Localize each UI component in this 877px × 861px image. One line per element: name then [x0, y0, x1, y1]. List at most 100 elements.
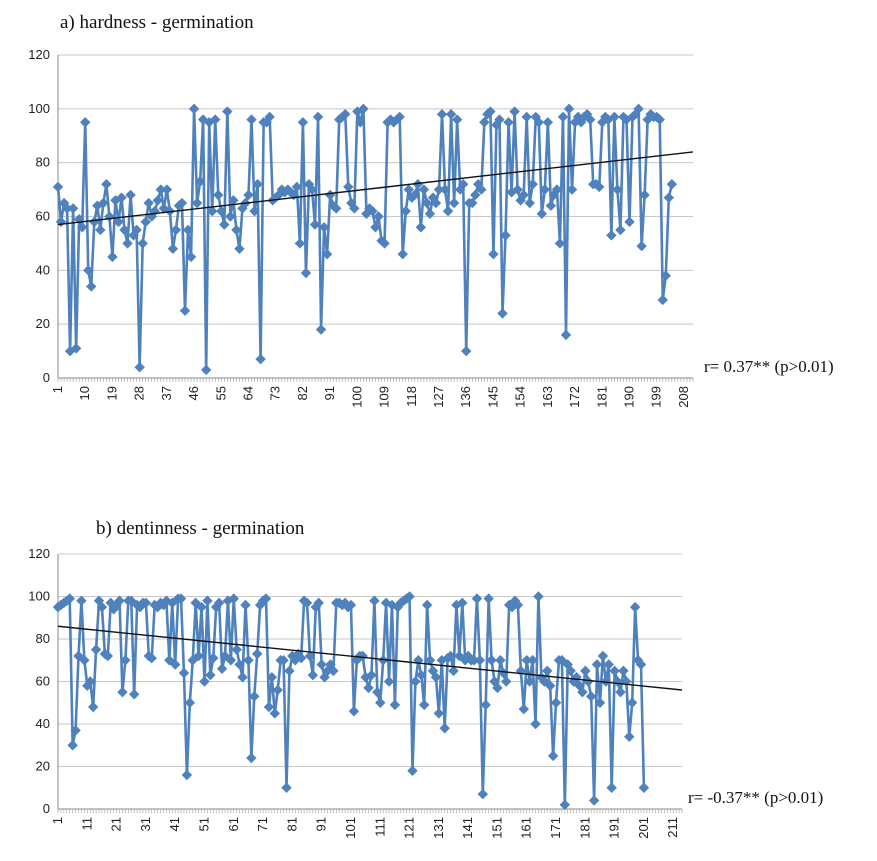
chart-a-data-point	[415, 222, 427, 233]
chart-b-data-point	[416, 669, 427, 681]
chart-b-data-point	[448, 665, 459, 677]
chart-a-data-point	[140, 216, 151, 228]
chart-a-x-tick-label: 55	[213, 386, 228, 400]
chart-b-data-point	[542, 665, 553, 677]
chart-a-data-point	[98, 197, 109, 209]
chart-a-data-point	[430, 197, 442, 209]
chart-b-data-point	[430, 672, 442, 683]
chart-a-data-point	[373, 211, 384, 222]
chart-b-data-point	[483, 593, 494, 604]
chart-a-data-point	[324, 189, 336, 201]
chart-b-data-point	[524, 676, 535, 687]
chart-b-data-point	[249, 691, 260, 702]
chart-b-data-point	[369, 595, 380, 606]
chart-a-x-tick-label: 136	[458, 386, 473, 408]
chart-b-data-point	[565, 665, 576, 677]
chart-a-data-point	[421, 197, 433, 209]
chart-a-data-point	[231, 224, 242, 236]
chart-b-data-point	[193, 650, 204, 662]
chart-a-data-point	[321, 248, 333, 260]
chart-b-x-tick-label: 131	[431, 817, 446, 839]
chart-a-data-point	[146, 211, 157, 222]
chart-a-data-point	[612, 184, 623, 195]
chart-b-data-point	[348, 706, 360, 717]
chart-b-data-point	[495, 655, 506, 666]
chart-b-data-point	[629, 601, 641, 613]
chart-b-data-point	[85, 676, 96, 687]
chart-b-x-tick-label: 51	[196, 817, 211, 831]
chart-a-data-point	[521, 111, 532, 123]
chart-a-data-point	[92, 200, 103, 211]
chart-a-data-point	[358, 103, 369, 115]
chart-b-data-point	[530, 718, 541, 730]
chart-b-data-point	[457, 597, 468, 609]
chart-a-data-point	[67, 203, 79, 214]
chart-b-x-tick-label: 81	[284, 817, 299, 831]
chart-a-data-point	[436, 109, 448, 120]
chart-a-data-point	[445, 109, 457, 120]
chart-b-data-point	[609, 665, 620, 677]
chart-b-dentinness-germination: b) dentinness - germination r= -0.37** (…	[28, 518, 823, 839]
chart-a-data-point	[264, 111, 275, 123]
chart-a-data-point	[385, 114, 396, 125]
chart-b-data-point	[252, 648, 263, 660]
chart-b-data-point	[389, 699, 401, 711]
chart-a-data-point	[101, 179, 112, 190]
chart-a-data-point	[167, 243, 179, 254]
chart-a-data-point	[633, 103, 644, 115]
chart-b-data-point	[313, 597, 324, 609]
chart-a-x-tick-label: 118	[404, 386, 419, 407]
chart-a-data-point	[651, 111, 662, 123]
chart-a-data-point	[125, 189, 136, 201]
chart-a-y-tick-label: 0	[43, 370, 50, 385]
chart-b-data-point	[377, 655, 389, 666]
chart-a-data-point	[134, 362, 145, 373]
chart-a-data-point	[95, 224, 106, 236]
chart-a-data-point	[228, 195, 239, 206]
chart-b-data-point	[533, 591, 544, 602]
chart-a-x-tick-label: 64	[241, 386, 256, 400]
chart-b-data-point	[580, 665, 591, 677]
chart-a-data-point	[397, 248, 408, 260]
chart-b-data-point	[64, 593, 75, 604]
chart-a-data-point	[594, 181, 605, 193]
chart-a-x-tick-label: 73	[268, 386, 283, 400]
chart-b-data-point	[196, 601, 207, 613]
chart-a-data-point	[439, 184, 451, 195]
chart-a-data-point	[545, 200, 557, 211]
chart-b-x-tick-label: 191	[607, 817, 622, 839]
chart-b-data-point	[471, 593, 483, 604]
chart-a-y-tick-label: 40	[36, 262, 50, 277]
chart-b-data-point	[407, 765, 418, 776]
chart-a-data-point	[467, 197, 478, 209]
chart-a-data-point	[222, 106, 233, 117]
chart-a-correlation-label: r= 0.37** (p>0.01)	[704, 357, 834, 376]
chart-a-data-point	[243, 189, 254, 201]
chart-a-x-tick-label: 100	[349, 386, 364, 408]
chart-a-data-point	[542, 117, 554, 128]
chart-a-data-point	[216, 205, 227, 217]
chart-a-data-point	[409, 189, 421, 201]
chart-b-data-point	[421, 599, 433, 611]
chart-a-y-tick-label: 60	[36, 209, 50, 224]
chart-a-data-point	[663, 192, 675, 203]
chart-a-data-point	[597, 117, 608, 128]
chart-b-data-point	[585, 691, 597, 702]
chart-b-data-point	[366, 669, 377, 681]
chart-a-data-point	[591, 179, 602, 190]
chart-a-data-point	[412, 179, 424, 190]
chart-a-data-point	[560, 329, 572, 341]
chart-a-series-line	[56, 107, 674, 372]
chart-b-data-point	[559, 799, 571, 810]
chart-b-data-point	[328, 665, 339, 677]
chart-a-data-point	[470, 189, 481, 201]
chart-a-data-point	[551, 184, 563, 195]
chart-b-data-point	[410, 676, 421, 687]
chart-a-x-tick-label: 181	[594, 386, 609, 408]
chart-a-data-point	[527, 179, 538, 190]
chart-b-data-point	[79, 655, 90, 666]
chart-b-x-tick-label: 71	[255, 817, 270, 831]
chart-b-data-point	[102, 650, 114, 662]
chart-a-y-tick-label: 100	[28, 101, 50, 116]
chart-a-data-point	[418, 184, 430, 195]
